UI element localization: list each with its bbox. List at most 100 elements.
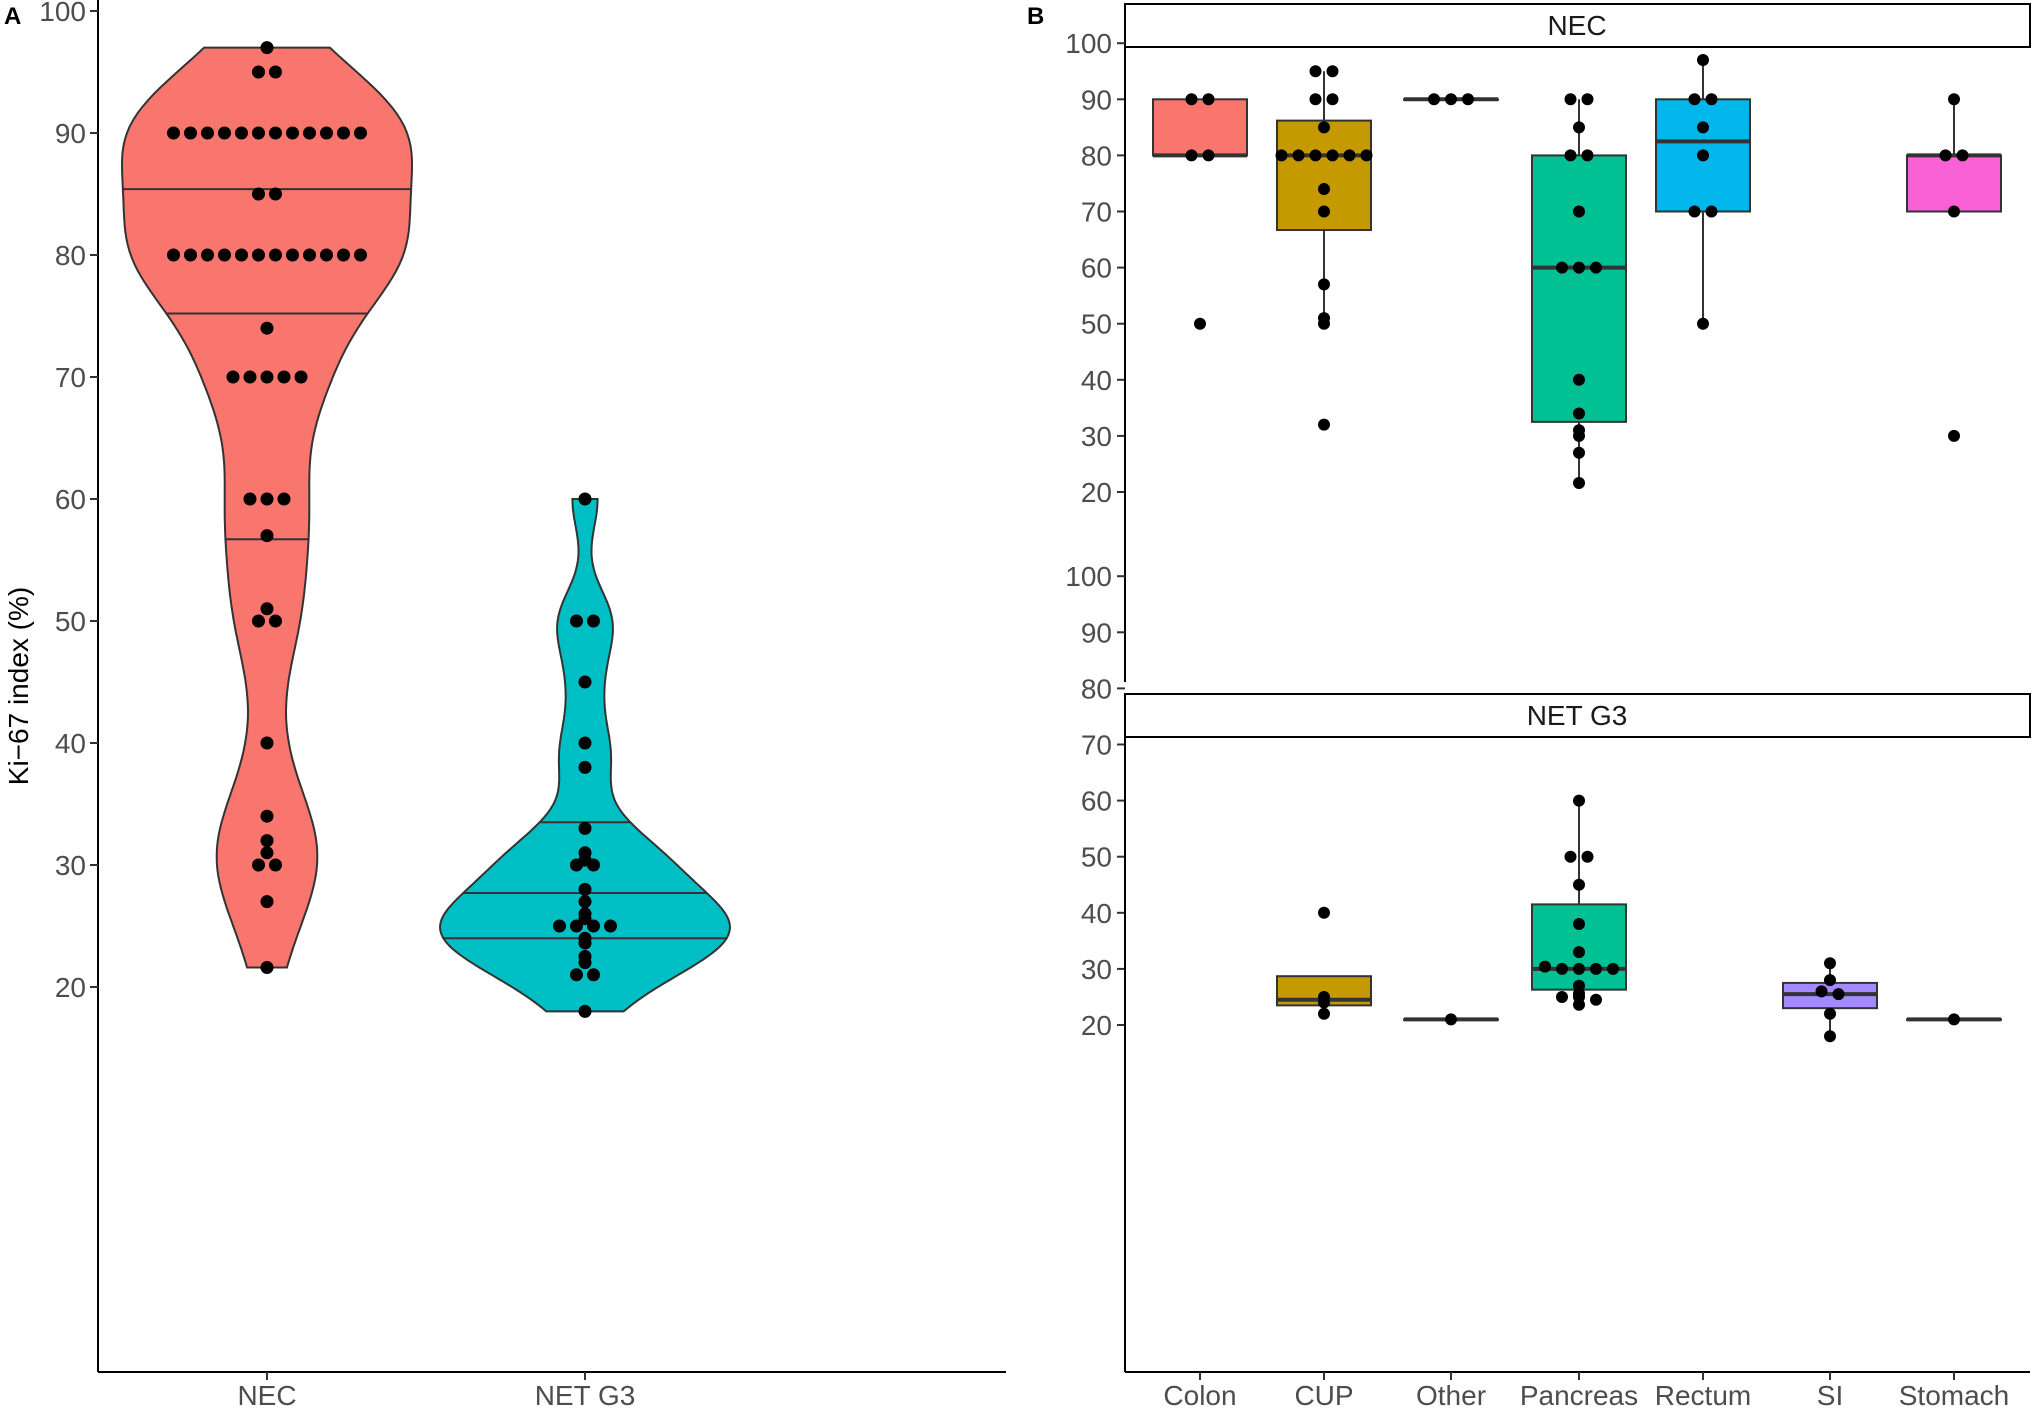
point-net-g3-24 [578,936,592,950]
nec-cup-point-11 [1360,149,1373,162]
net-g3-y-tick-label-70: 70 [1081,730,1112,761]
net-g3-y-tick-label-100: 100 [1065,561,1112,592]
y-tick-label-100: 100 [39,0,86,27]
nec-stomach-box [1906,154,2002,213]
b-x-tick-label-colon: Colon [1163,1380,1236,1406]
b-x-tick-label-si: SI [1817,1380,1843,1406]
point-nec-26 [269,248,282,262]
violin-nec [120,46,414,969]
point-nec-29 [320,248,333,262]
nec-pancreas-point-12 [1573,121,1585,134]
net-g3-pancreas-point-15 [1581,850,1594,863]
net-g3-y-tick-label-30: 30 [1081,954,1112,985]
point-net-g3-19 [570,614,583,628]
point-net-g3-11 [578,882,592,896]
b-x-tick-label-pancreas: Pancreas [1520,1380,1638,1406]
nec-cup-point-16 [1326,65,1339,78]
nec-pancreas-point-10 [1564,149,1577,162]
point-nec-46 [252,65,265,79]
net-g3-y-tick-label-40: 40 [1081,898,1112,929]
nec-colon-point-1 [1185,149,1198,162]
point-nec-13 [277,492,291,506]
nec-pancreas-point-8 [1590,261,1602,274]
nec-y-tick-label-60: 60 [1081,253,1112,284]
panel-a-x-ticks: NEC NET G3 [237,1372,636,1411]
panel-b-x-ticks: Colon CUP Other Pancreas Rectum SI Stomach [1163,1372,2010,1411]
nec-y-tick-label-100: 100 [1065,28,1112,59]
x-tick-label-net-g3: NET G3 [535,1380,636,1406]
net-g3-cup-point-3 [1318,906,1330,919]
point-net-g3-23 [578,912,592,926]
nec-cup-point-10 [1343,149,1356,162]
net-g3-si-point-4 [1824,974,1836,987]
y-tick-label-70: 70 [55,362,86,393]
net-g3-pancreas-point-5 [1573,979,1585,992]
point-nec-22 [201,248,214,262]
point-nec-4 [260,834,274,848]
point-nec-19 [260,321,274,335]
point-net-g3-2 [587,968,600,982]
point-nec-6 [260,736,274,750]
net-g3-si-point-1 [1824,1007,1836,1020]
point-nec-37 [218,126,231,140]
y-tick-label-60: 60 [55,484,86,515]
point-net-g3-22 [578,853,592,867]
net-g3-si-point-0 [1824,1030,1836,1043]
nec-pancreas-point-13 [1564,93,1577,106]
nec-pancreas-point-4 [1573,407,1585,420]
panel-a-violins [120,46,732,1013]
point-nec-30 [337,248,350,262]
net-g3-cup-point-0 [1318,1007,1330,1020]
b-x-tick-label-stomach: Stomach [1899,1380,2010,1406]
nec-stomach-point-1 [1948,205,1960,218]
point-net-g3-18 [578,675,592,689]
point-nec-43 [320,126,333,140]
point-nec-16 [260,370,274,384]
nec-colon-point-0 [1194,317,1206,330]
point-net-g3-6 [570,919,583,933]
nec-pancreas-point-11 [1581,149,1594,162]
net-g3-y-tick-label-90: 90 [1081,617,1112,648]
nec-cup-point-13 [1309,93,1322,106]
point-nec-20 [167,248,180,262]
net-g3-pancreas-point-7 [1556,962,1568,975]
nec-rectum-point-4 [1697,121,1709,134]
net-g3-si-point-2 [1815,985,1828,998]
nec-rectum-point-7 [1697,54,1709,67]
point-nec-32 [252,187,265,201]
point-nec-3 [260,846,274,860]
point-nec-5 [260,809,274,823]
net-g3-pancreas-point-14 [1564,850,1577,863]
point-nec-39 [252,126,265,140]
point-net-g3-5 [553,919,566,933]
nec-other-point-1 [1445,93,1457,106]
point-nec-11 [243,492,257,506]
violin-net-g3 [438,498,732,1013]
net-g3-si-point-5 [1824,957,1836,970]
net-g3-pancreas-point-8 [1573,962,1585,975]
point-net-g3-10 [578,895,592,909]
nec-cup-point-14 [1326,93,1339,106]
point-net-g3-16 [578,760,592,774]
point-net-g3-20 [587,614,600,628]
net-g3-pancreas-point-13 [1573,878,1585,891]
nec-rectum-point-6 [1705,93,1718,106]
point-nec-23 [218,248,231,262]
point-nec-25 [252,248,265,262]
panel-a-y-axis-title: Ki−67 index (%) [3,587,34,785]
point-nec-31 [354,248,367,262]
nec-stomach-point-3 [1956,149,1969,162]
nec-stomach-point-4 [1948,93,1960,106]
nec-pancreas-point-1 [1573,446,1585,459]
point-nec-10 [260,529,274,543]
point-nec-34 [167,126,180,140]
facet-nec-plot: 20 30 40 50 60 70 80 90 100 [1065,28,2002,508]
nec-other-point-0 [1428,93,1440,106]
nec-colon-point-2 [1202,149,1215,162]
net-g3-stomach-point-0 [1948,1013,1960,1026]
y-tick-label-30: 30 [55,850,86,881]
nec-colon-point-3 [1185,93,1198,106]
point-nec-12 [260,492,274,506]
net-g3-y-tick-label-20: 20 [1081,1010,1112,1041]
point-nec-38 [235,126,248,140]
